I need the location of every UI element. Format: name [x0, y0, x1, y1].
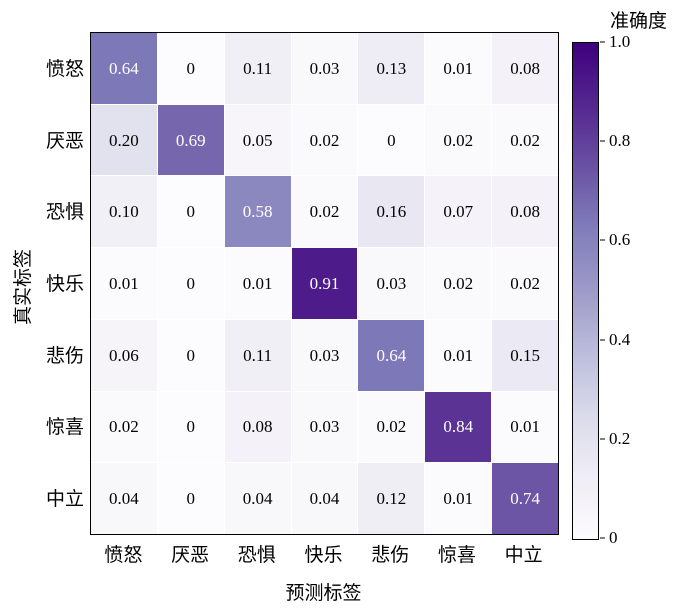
heatmap-cell: 0.08	[224, 391, 291, 463]
heatmap-cell: 0.12	[358, 463, 425, 534]
heatmap-cell: 0.03	[291, 391, 358, 463]
heatmap-cell: 0.01	[91, 248, 157, 319]
y-tick-label: 恐惧	[45, 202, 84, 224]
heatmap-cell: 0.02	[425, 104, 492, 176]
heatmap-cell: 0.74	[492, 463, 558, 534]
heatmap-cell: 0.16	[358, 176, 425, 248]
heatmap-cell: 0	[157, 248, 224, 319]
heatmap-cell: 0.58	[224, 176, 291, 248]
heatmap-cell: 0.11	[224, 33, 291, 104]
x-tick-label: 愤怒	[104, 544, 143, 566]
heatmap-cell: 0.02	[492, 104, 558, 176]
colorbar-tick-label: 0.6	[609, 230, 631, 250]
heatmap-cell: 0	[157, 391, 224, 463]
colorbar-tick-mark	[600, 537, 605, 539]
heatmap-cell: 0.02	[291, 176, 358, 248]
colorbar-title: 准确度	[610, 11, 668, 32]
heatmap-cell: 0.11	[224, 319, 291, 391]
heatmap-cell: 0.15	[492, 319, 558, 391]
x-tick-label: 快乐	[304, 544, 343, 566]
y-tick-label: 惊喜	[45, 417, 84, 439]
heatmap-cell: 0.06	[91, 319, 157, 391]
heatmap-cell: 0	[157, 176, 224, 248]
heatmap-cell: 0.64	[358, 319, 425, 391]
x-tick-label: 悲伤	[371, 544, 410, 566]
colorbar-tick-mark	[600, 140, 605, 142]
heatmap-cell: 0.02	[425, 248, 492, 319]
y-tick-label: 快乐	[45, 274, 84, 296]
colorbar-gradient	[572, 42, 599, 540]
heatmap-cell: 0.91	[291, 248, 358, 319]
x-tick-label: 恐惧	[237, 544, 276, 566]
heatmap-cell: 0.02	[358, 391, 425, 463]
heatmap-cell: 0.02	[291, 104, 358, 176]
heatmap-cell: 0.04	[91, 463, 157, 534]
colorbar-tick-mark	[600, 239, 605, 241]
heatmap-cell: 0	[157, 33, 224, 104]
x-tick-label: 惊喜	[437, 544, 476, 566]
colorbar-ticks: 1.0 0.8 0.6 0.4 0.2 0	[600, 32, 656, 547]
colorbar-tick-label: 0.4	[609, 329, 631, 349]
heatmap-cell: 0.07	[425, 176, 492, 248]
heatmap-cell: 0.01	[224, 248, 291, 319]
y-tick-labels: 愤怒厌恶恐惧快乐悲伤惊喜中立	[26, 32, 84, 533]
colorbar-tick-label: 0.2	[609, 428, 631, 448]
colorbar-tick-label: 0.8	[609, 131, 631, 151]
heatmap-cell: 0	[358, 104, 425, 176]
heatmap-cell: 0.01	[425, 463, 492, 534]
heatmap-cell: 0.04	[291, 463, 358, 534]
y-tick-label: 厌恶	[45, 130, 84, 152]
heatmap-cell: 0.13	[358, 33, 425, 104]
heatmap-cell: 0.69	[157, 104, 224, 176]
x-tick-label: 中立	[504, 544, 543, 566]
heatmap-cell: 0.01	[425, 33, 492, 104]
colorbar-tick-mark	[600, 41, 605, 43]
y-tick-label: 中立	[45, 488, 84, 510]
y-tick-label: 愤怒	[45, 59, 84, 81]
y-tick-label: 悲伤	[45, 345, 84, 367]
heatmap-cell: 0	[157, 319, 224, 391]
colorbar-tick-mark	[600, 339, 605, 341]
heatmap-cell: 0.08	[492, 176, 558, 248]
x-axis-title: 预测标签	[285, 583, 362, 604]
heatmap-cell: 0.84	[425, 391, 492, 463]
heatmap-cell: 0.64	[91, 33, 157, 104]
heatmap-cell: 0.02	[91, 391, 157, 463]
heatmap-cell: 0.03	[358, 248, 425, 319]
colorbar-tick-mark	[600, 438, 605, 440]
x-tick-label: 厌恶	[171, 544, 210, 566]
heatmap-cell: 0.08	[492, 33, 558, 104]
heatmap-cell: 0.20	[91, 104, 157, 176]
x-tick-labels: 愤怒 厌恶 恐惧 快乐 悲伤 惊喜 中立	[90, 540, 557, 566]
colorbar-tick-label: 1.0	[609, 32, 631, 51]
heatmap-cell: 0.03	[291, 33, 358, 104]
colorbar-tick-label: 0	[609, 528, 618, 547]
heatmap-cell: 0.01	[425, 319, 492, 391]
heatmap-cell: 0.05	[224, 104, 291, 176]
heatmap-grid: 0.64 0 0.11 0.03 0.13 0.01 0.08 0.20 0.69 0.05 0.0…	[90, 32, 559, 535]
heatmap-cell: 0.02	[492, 248, 558, 319]
heatmap-cell: 0	[157, 463, 224, 534]
heatmap-cell: 0.10	[91, 176, 157, 248]
heatmap-cell: 0.03	[291, 319, 358, 391]
heatmap-cell: 0.04	[224, 463, 291, 534]
heatmap-cell: 0.01	[492, 391, 558, 463]
